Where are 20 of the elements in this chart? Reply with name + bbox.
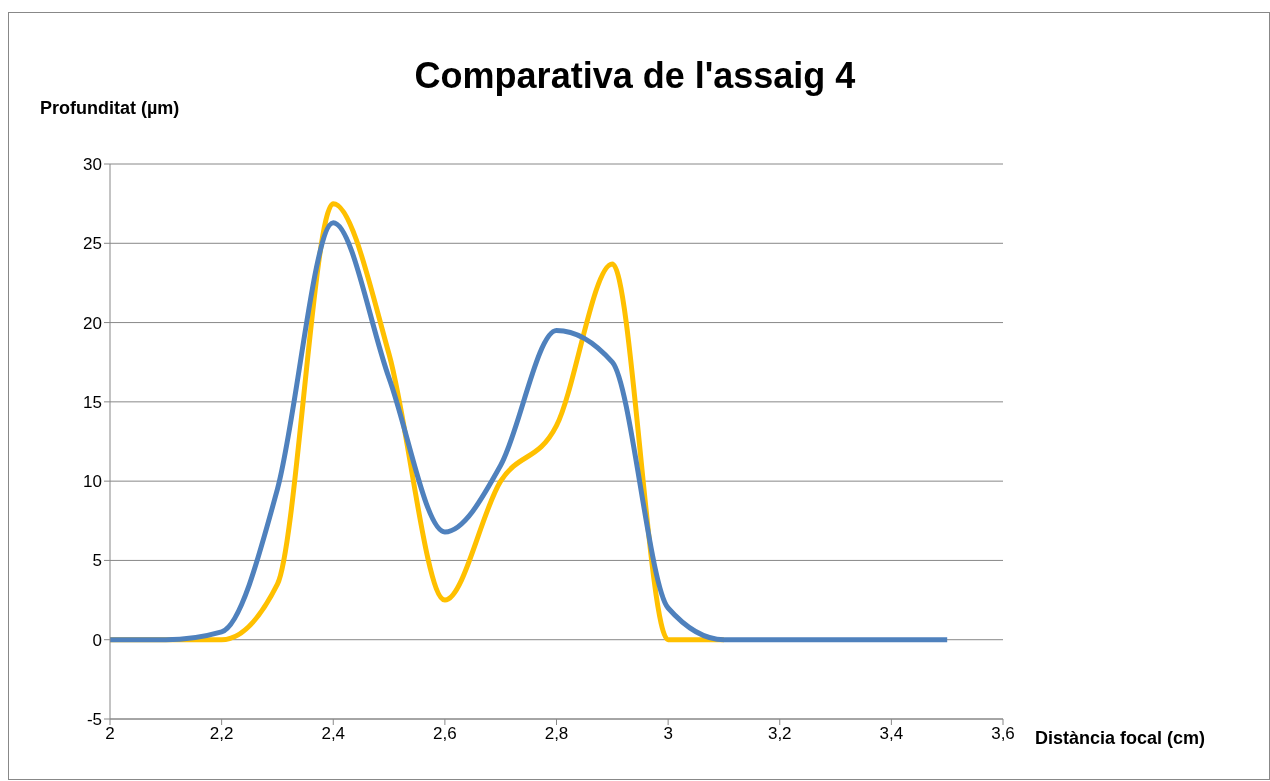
chart-title: Comparativa de l'assaig 4 — [413, 55, 857, 97]
x-tick-label: 2,6 — [433, 724, 457, 744]
x-tick-label: 3,4 — [879, 724, 904, 744]
x-tick-label: 2 — [105, 724, 115, 744]
x-tick-label: 3,2 — [767, 724, 792, 744]
x-tick-label: 3 — [663, 724, 673, 744]
y-axis-title: Profunditat (µm) — [40, 98, 180, 119]
y-tick-label: 30 — [83, 155, 102, 175]
x-tick-label: 2,2 — [209, 724, 234, 744]
x-tick-label: 3,6 — [991, 724, 1015, 744]
x-axis-title: Distància focal (cm) — [1035, 728, 1206, 749]
y-tick-label: 0 — [92, 630, 102, 650]
y-tick-label: 10 — [83, 472, 102, 492]
y-tick-label: 25 — [83, 234, 102, 254]
x-tick-label: 2,8 — [544, 724, 569, 744]
x-tick-label: 2,4 — [321, 724, 346, 744]
y-tick-label: 15 — [83, 392, 102, 412]
y-tick-label: 20 — [83, 313, 102, 333]
y-tick-label: 5 — [92, 551, 102, 571]
y-tick-label: -5 — [86, 710, 102, 730]
